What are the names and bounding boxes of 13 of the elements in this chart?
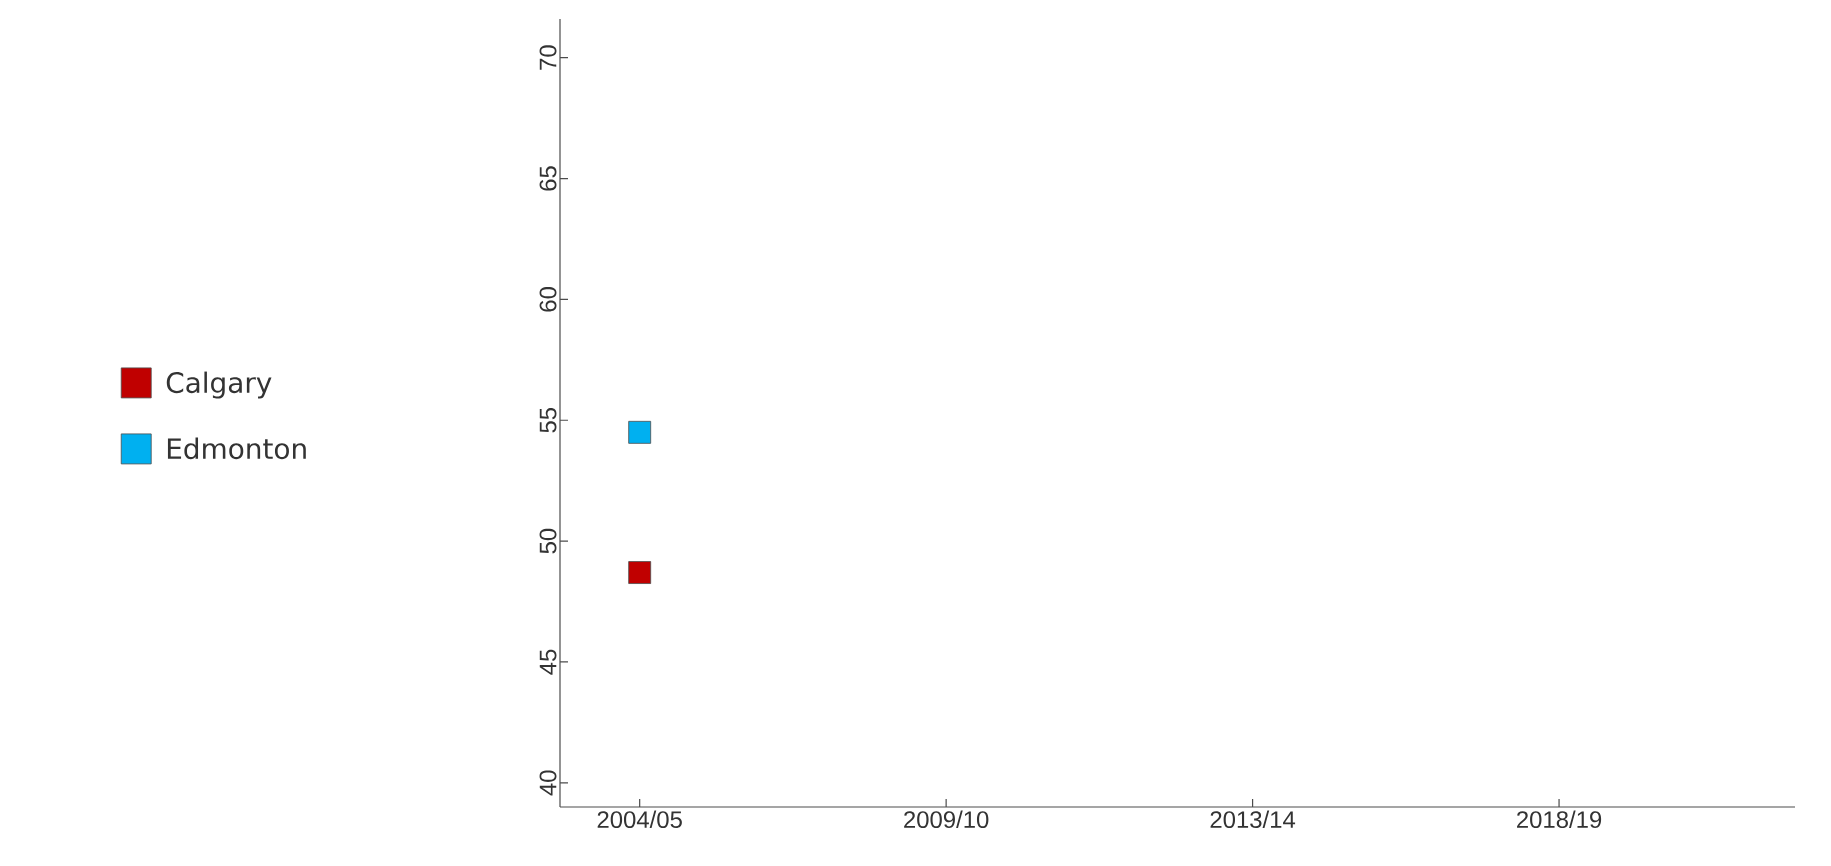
y-tick-label: 50 xyxy=(539,528,557,554)
x-tick-label: 2018/19 xyxy=(1517,810,1602,829)
x-tick-label: 2004/05 xyxy=(597,810,682,829)
x-tick-label: 2009/10 xyxy=(904,810,989,829)
y-tick-label: 60 xyxy=(539,287,557,312)
y-tick-label: 70 xyxy=(539,45,557,70)
legend-label: Edmonton xyxy=(167,437,306,460)
y-tick-label: 55 xyxy=(539,407,557,433)
y-tick-label: 65 xyxy=(539,166,557,191)
x-tick-label: 2013/14 xyxy=(1210,810,1296,829)
y-tick-label: 45 xyxy=(539,649,557,675)
y-tick-label: 40 xyxy=(539,770,557,796)
legend-label: Calgary xyxy=(166,371,272,399)
